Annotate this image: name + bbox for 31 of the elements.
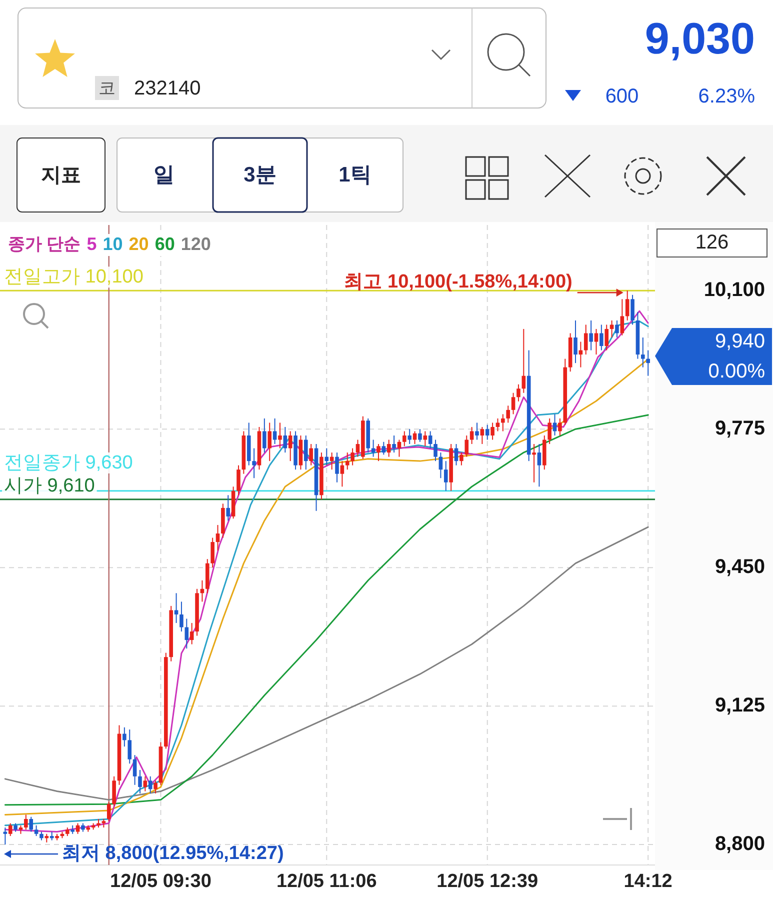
y-tick-label: 9,775 xyxy=(714,417,765,440)
x-tick-label: 12/05 11:06 xyxy=(276,871,377,892)
text: 1틱 xyxy=(338,164,372,187)
legend-title: 종가 단순 xyxy=(8,234,81,254)
text: 60 xyxy=(154,234,175,254)
ref-line-label: 전일종가 9,630 xyxy=(4,452,133,474)
text: 6.23% xyxy=(698,85,756,108)
text: 5 xyxy=(86,234,97,254)
text: 지표 xyxy=(41,164,81,186)
text: 9,940 xyxy=(714,330,765,352)
text: 120 xyxy=(180,234,211,254)
text: 코 xyxy=(98,78,116,98)
y-tick-label: 9,450 xyxy=(714,556,765,578)
text: 126 xyxy=(695,231,729,254)
x-tick-label: 14:12 xyxy=(624,871,672,892)
text: 20 xyxy=(128,234,149,254)
ref-line-label: 전일고가 10,100 xyxy=(4,266,144,288)
text: 0.00% xyxy=(708,360,766,382)
text: 10 xyxy=(102,234,123,254)
y-tick-label: 10,100 xyxy=(704,278,765,301)
text: 600 xyxy=(605,85,639,108)
text: 일 xyxy=(154,164,174,187)
x-tick-label: 12/05 12:39 xyxy=(436,871,538,892)
text: 232140 xyxy=(134,77,201,100)
text: 9,030 xyxy=(644,14,755,64)
y-tick-label: 8,800 xyxy=(714,832,765,855)
text: 3분 xyxy=(244,164,276,187)
ref-line-label: 시가 9,610 xyxy=(4,475,95,496)
x-tick-label: 12/05 09:30 xyxy=(110,871,212,892)
annotation: 최고 10,100(-1.58%,14:00) xyxy=(344,272,572,293)
y-tick-label: 9,125 xyxy=(714,694,765,716)
